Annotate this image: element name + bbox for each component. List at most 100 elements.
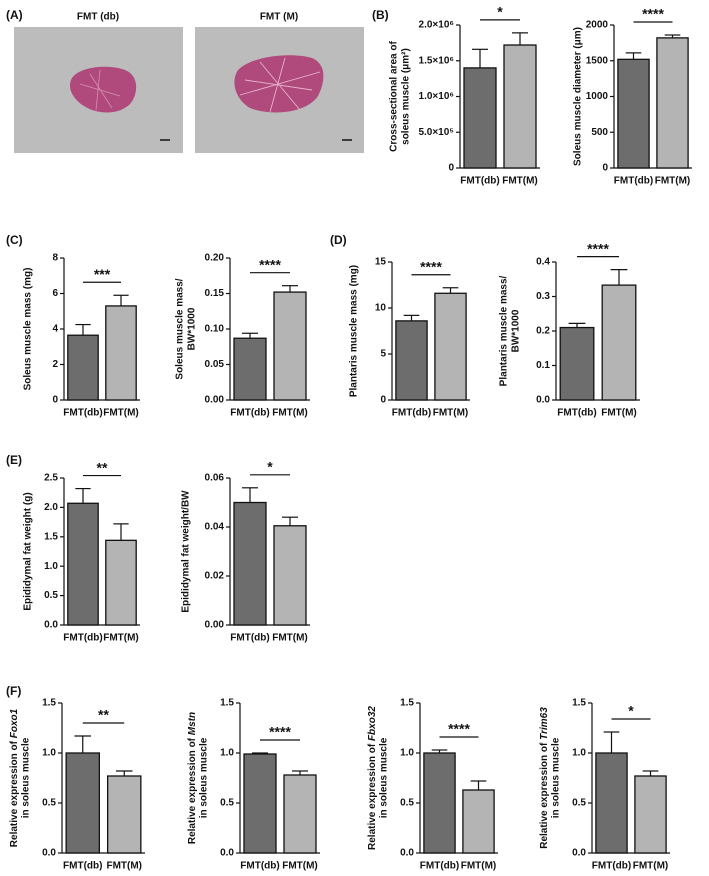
y-tick-label: 0.5 [42,798,56,809]
bar [105,539,137,626]
significance-label: ** [97,459,108,475]
x-tick-label: FMT(db) [592,861,631,872]
panel-label: (D) [330,233,347,247]
y-tick-label: 0 [448,163,454,174]
x-tick-label: FMT(M) [502,176,538,187]
y-tick-label: 2.0×10⁶ [419,20,454,31]
x-tick-label: FMT(M) [601,408,637,419]
y-tick-label: 0 [602,163,608,174]
significance-label: * [628,703,634,719]
significance-label: ** [98,707,109,723]
bar [462,789,495,854]
significance-label: *** [94,266,111,282]
x-tick-label: FMT(db) [392,408,431,419]
y-axis-label: Relative expression of Foxo1 [9,708,20,847]
y-axis-label: soleus muscle (μm²) [401,48,412,145]
y-tick-label: 1.5 [42,698,56,709]
y-tick-label: 0.02 [205,571,225,582]
y-axis-label-part: Relative expression of [9,738,20,847]
x-tick-label: FMT(M) [272,408,308,419]
y-tick-label: 0.20 [205,253,225,264]
significance-label: **** [269,724,291,740]
y-tick-label: 0.00 [205,620,225,631]
y-axis-label: Epididymal fat weight (g) [23,492,34,610]
gene-name: Foxo1 [9,708,20,738]
y-axis-label: Relative expression of Mstn [187,712,198,844]
y-tick-label: 1.5 [572,698,586,709]
y-tick-label: 0.05 [205,359,225,370]
y-tick-label: 1.5×10⁶ [419,55,454,66]
x-tick-label: FMT(db) [230,408,269,419]
y-tick-label: 0.5 [220,798,234,809]
bar [283,774,317,854]
panel-label: (E) [6,453,22,467]
x-tick-label: FMT(db) [460,176,499,187]
panel-label: (F) [6,684,21,698]
y-axis-label-part: Relative expression of [187,735,198,844]
y-tick-label: 0.10 [205,324,225,335]
x-tick-label: FMT(M) [461,861,497,872]
x-tick-label: FMT(M) [103,408,139,419]
bar [243,753,277,854]
y-axis-label: BW*1000 [187,307,198,350]
y-axis-label: Soleus muscle mass (mg) [23,268,34,391]
y-tick-label: 1500 [586,55,609,66]
bar [595,752,628,854]
y-axis-label-part: Relative expression of [367,741,378,850]
gene-name: Fbxo32 [367,706,378,741]
y-axis-label: in soleus muscle [551,737,562,818]
y-tick-label: 4 [52,324,58,335]
significance-label: **** [642,6,664,22]
y-tick-label: 1.0 [44,561,58,572]
y-tick-label: 2.5 [44,473,58,484]
bar [233,337,267,401]
panel-label: (C) [6,233,23,247]
y-axis-label: Epididymal fat weight/BW [181,490,192,613]
bar [617,58,650,169]
image-title: FMT (M) [260,12,298,23]
x-tick-label: FMT(db) [63,633,102,644]
y-tick-label: 0.06 [205,473,225,484]
y-tick-label: 2.0 [44,502,58,513]
y-tick-label: 0.15 [205,288,225,299]
y-axis-label-part: Relative expression of [539,740,550,849]
y-axis-label: in soleus muscle [21,737,32,818]
y-tick-label: 0 [52,395,58,406]
y-tick-label: 0.0 [572,848,586,859]
significance-label: * [267,459,273,475]
y-tick-label: 0 [380,395,386,406]
bar [634,775,667,854]
y-tick-label: 0.1 [536,360,550,371]
y-axis-label: BW*1000 [511,309,522,352]
y-tick-label: 1.0 [220,748,234,759]
x-tick-label: FMT(M) [106,861,142,872]
y-tick-label: 1.0 [400,748,414,759]
y-tick-label: 0.0 [42,848,56,859]
x-tick-label: FMT(db) [557,408,596,419]
panel-label: (B) [372,8,389,22]
panel-label: (A) [6,8,23,22]
y-tick-label: 0.5 [400,798,414,809]
x-tick-label: FMT(M) [103,633,139,644]
bar [67,334,99,401]
y-tick-label: 0.5 [572,798,586,809]
x-tick-label: FMT(db) [63,861,102,872]
bar [503,44,537,169]
significance-label: **** [587,240,609,256]
x-tick-label: FMT(db) [230,633,269,644]
y-tick-label: 1.0 [42,748,56,759]
y-tick-label: 5.0×10⁵ [418,127,454,138]
bar [233,501,267,626]
y-tick-label: 0.3 [536,291,550,302]
significance-label: **** [420,258,442,274]
y-tick-label: 0.0 [220,848,234,859]
y-axis-label: in soleus muscle [199,737,210,818]
image-title: FMT (db) [77,12,119,23]
significance-label: **** [259,256,281,272]
x-tick-label: FMT(db) [420,861,459,872]
bar [601,284,637,401]
y-tick-label: 5 [380,349,386,360]
y-tick-label: 0.0 [400,848,414,859]
y-tick-label: 0.00 [205,395,225,406]
